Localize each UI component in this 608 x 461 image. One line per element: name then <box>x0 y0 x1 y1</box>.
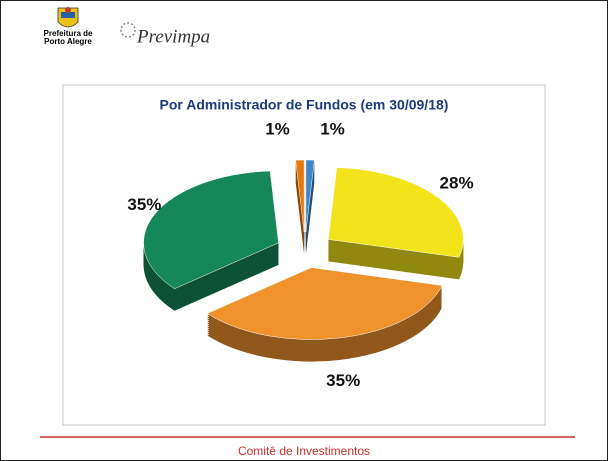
brand-name: Previmpa <box>136 26 210 47</box>
chart-box <box>62 84 546 426</box>
brand-icon <box>120 22 136 38</box>
logo-line1: Prefeitura de <box>44 29 93 38</box>
pie: 1% 28% 35% 35% 1% <box>127 120 473 390</box>
footer-text: Comitê de Investimentos <box>238 444 370 458</box>
value-label: 35% <box>326 371 360 390</box>
value-label: 1% <box>320 120 345 139</box>
slice <box>328 167 464 258</box>
chart-title: Por Administrador de Fundos (em 30/09/18… <box>160 97 449 113</box>
logo-line2: Porto Alegre <box>44 37 92 46</box>
slice <box>295 159 305 233</box>
value-label: 35% <box>127 195 161 214</box>
value-label: 28% <box>440 174 474 193</box>
city-logo <box>57 7 79 28</box>
slice <box>305 159 315 233</box>
value-label: 1% <box>265 120 290 139</box>
slice <box>143 170 279 290</box>
slice <box>206 267 443 340</box>
